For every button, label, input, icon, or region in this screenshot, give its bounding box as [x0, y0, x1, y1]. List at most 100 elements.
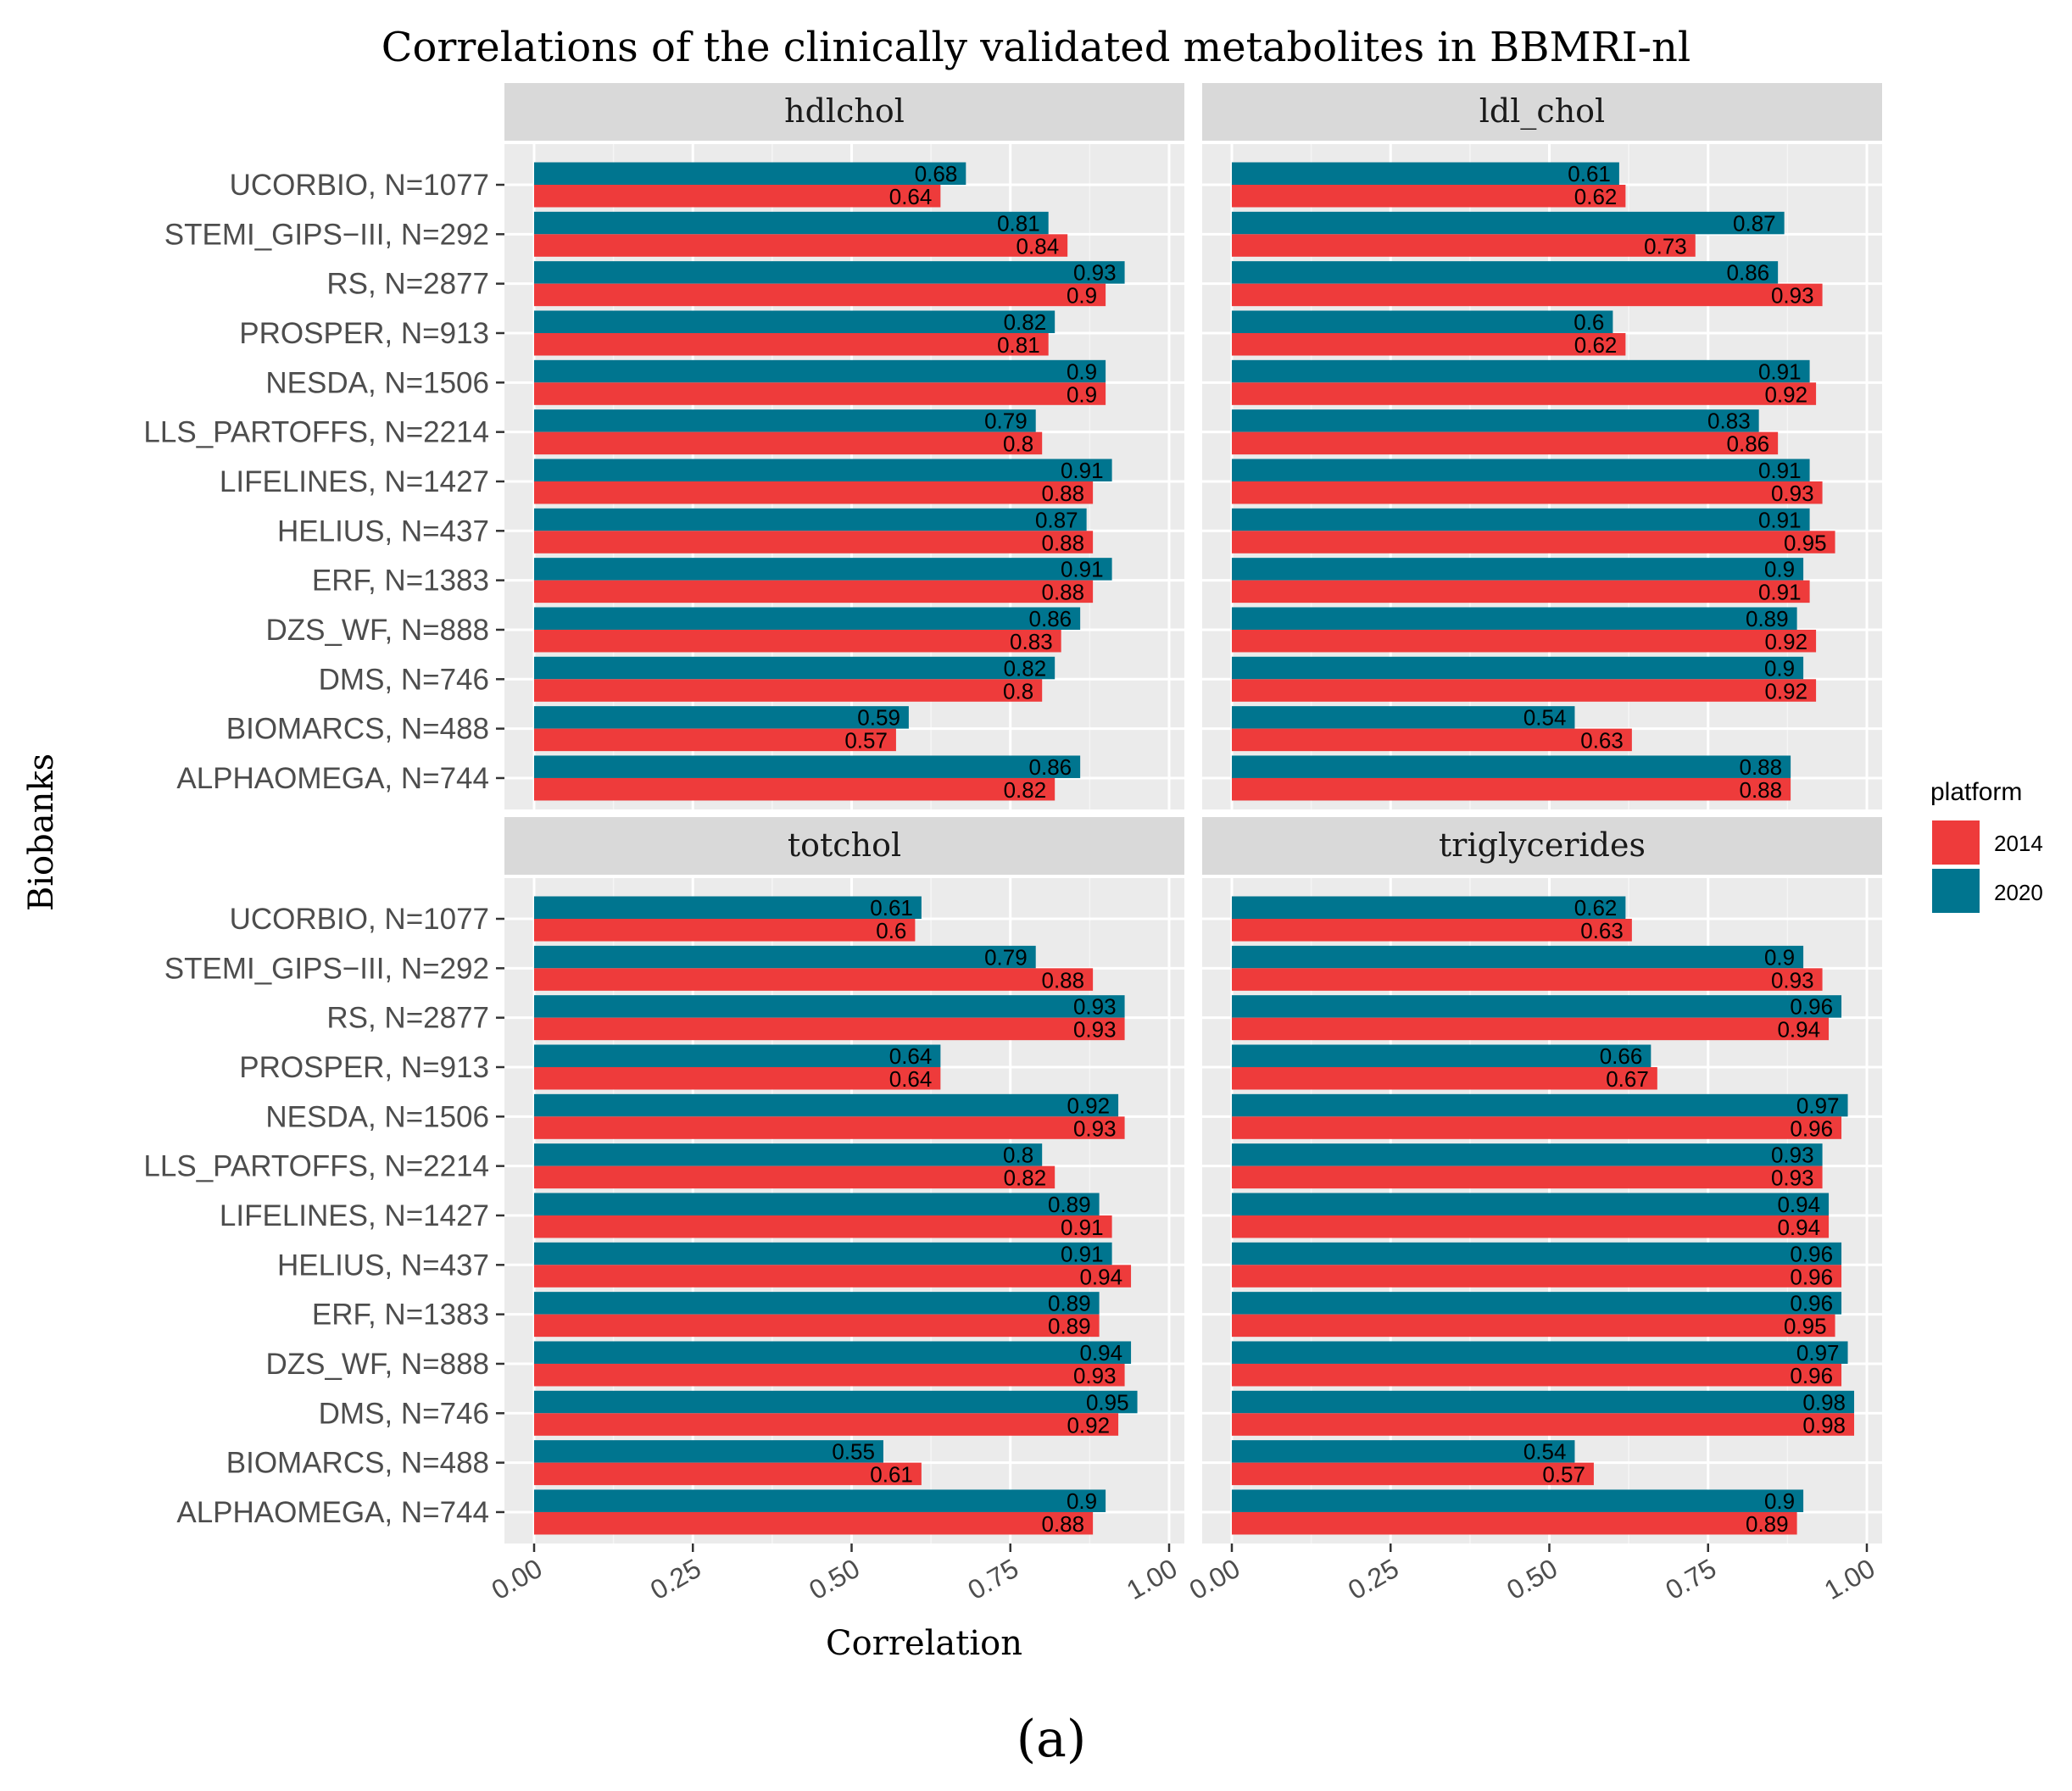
value-label-2020: 0.55 [832, 1439, 875, 1465]
bar-2014 [534, 332, 1049, 356]
bar-2020 [534, 359, 1106, 383]
strip-ldl_chol [1202, 83, 1882, 141]
y-tick-label: HELIUS, N=437 [277, 1249, 489, 1282]
value-label-2020: 0.91 [1061, 1241, 1104, 1266]
value-label-2014: 0.93 [1073, 1017, 1117, 1043]
value-label-2020: 0.94 [1079, 1340, 1122, 1365]
bar-2014 [1232, 332, 1626, 356]
x-tick-label: 0.00 [487, 1553, 548, 1605]
value-label-2014: 0.93 [1771, 481, 1814, 506]
bar-2014 [1232, 1363, 1842, 1387]
bar-2020 [1232, 1143, 1823, 1166]
value-label-2020: 0.96 [1790, 1241, 1833, 1266]
bar-2014 [1232, 1265, 1842, 1288]
x-tick-label: 0.00 [1184, 1553, 1245, 1605]
value-label-2020: 0.6 [1573, 309, 1604, 335]
value-label-2020: 0.91 [1758, 458, 1802, 483]
y-tick-label: DMS, N=746 [319, 663, 489, 696]
x-axis-title: Correlation [826, 1624, 1022, 1663]
y-tick-label: STEMI_GIPS−III, N=292 [164, 218, 489, 251]
value-label-2014: 0.64 [889, 1066, 933, 1092]
bar-2020 [1232, 162, 1619, 185]
value-label-2020: 0.91 [1061, 458, 1104, 483]
value-label-2020: 0.9 [1764, 1488, 1795, 1514]
bar-2020 [1232, 558, 1804, 581]
value-label-2020: 0.83 [1707, 409, 1751, 434]
value-label-2014: 0.94 [1079, 1264, 1122, 1289]
bar-2014 [534, 1413, 1119, 1436]
value-label-2014: 0.98 [1802, 1412, 1846, 1438]
value-label-2020: 0.93 [1771, 1143, 1814, 1168]
value-label-2020: 0.88 [1740, 754, 1783, 780]
value-label-2014: 0.73 [1644, 233, 1687, 259]
bar-2020 [534, 1093, 1119, 1117]
value-label-2014: 0.83 [1010, 629, 1053, 654]
value-label-2020: 0.87 [1733, 210, 1776, 236]
bar-2020 [1232, 1440, 1575, 1463]
value-label-2020: 0.86 [1727, 260, 1770, 286]
y-tick-label: ERF, N=1383 [312, 565, 489, 598]
bar-2020 [1232, 211, 1785, 235]
bar-2014 [1232, 968, 1823, 991]
value-label-2014: 0.88 [1042, 1511, 1085, 1537]
y-tick-label: PROSPER, N=913 [239, 1051, 489, 1084]
bar-2014 [534, 679, 1043, 702]
bar-2014 [534, 234, 1068, 257]
value-label-2014: 0.61 [870, 1462, 913, 1488]
x-tick-label: 0.50 [804, 1553, 865, 1605]
y-tick-label: PROSPER, N=913 [239, 317, 489, 350]
bar-2014 [1232, 234, 1696, 257]
bar-2014 [534, 382, 1106, 405]
y-tick-label: DZS_WF, N=888 [265, 1348, 489, 1381]
value-label-2020: 0.93 [1073, 260, 1117, 286]
bar-2020 [534, 706, 909, 729]
value-label-2020: 0.86 [1029, 754, 1072, 780]
value-label-2020: 0.91 [1061, 557, 1104, 582]
bar-2014 [534, 1314, 1100, 1338]
value-label-2020: 0.8 [1003, 1143, 1033, 1168]
bar-2014 [1232, 1017, 1830, 1041]
bar-2020 [534, 409, 1036, 432]
value-label-2014: 0.93 [1771, 1165, 1814, 1191]
bar-2014 [1232, 580, 1810, 603]
bar-2020 [1232, 656, 1804, 680]
x-tick-label: 0.25 [645, 1553, 706, 1605]
bar-2020 [534, 1193, 1100, 1215]
bar-2020 [534, 162, 966, 185]
value-label-2020: 0.95 [1086, 1389, 1129, 1415]
value-label-2014: 0.89 [1048, 1314, 1091, 1339]
value-label-2014: 0.93 [1073, 1363, 1117, 1388]
y-tick-label: RS, N=2877 [326, 268, 489, 301]
value-label-2020: 0.91 [1758, 359, 1802, 384]
x-tick-label: 1.00 [1819, 1553, 1880, 1605]
value-label-2020: 0.9 [1067, 359, 1097, 384]
x-tick-label: 0.75 [962, 1553, 1023, 1605]
value-label-2020: 0.82 [1004, 655, 1047, 681]
value-label-2020: 0.79 [984, 944, 1028, 970]
bar-2020 [1232, 1093, 1848, 1117]
legend-swatch-2020 [1932, 869, 1980, 913]
value-label-2020: 0.91 [1758, 507, 1802, 532]
value-label-2020: 0.9 [1764, 944, 1795, 970]
value-label-2014: 0.9 [1067, 283, 1097, 309]
bar-2020 [534, 656, 1055, 680]
bar-2020 [1232, 1292, 1842, 1315]
bar-2014 [534, 1462, 922, 1486]
strip-label-ldl_chol: ldl_chol [1479, 92, 1605, 131]
value-label-2014: 0.93 [1073, 1115, 1117, 1141]
bar-2020 [1232, 459, 1810, 481]
value-label-2020: 0.86 [1029, 606, 1072, 631]
y-tick-label: DZS_WF, N=888 [265, 614, 489, 647]
strip-label-triglycerides: triglycerides [1439, 826, 1646, 864]
bar-2020 [534, 1242, 1112, 1265]
y-tick-label: NESDA, N=1506 [265, 1100, 489, 1133]
value-label-2014: 0.94 [1777, 1215, 1820, 1240]
bar-2020 [534, 508, 1087, 531]
value-label-2020: 0.96 [1790, 1291, 1833, 1316]
value-label-2020: 0.89 [1746, 606, 1789, 631]
bar-2020 [1232, 1489, 1804, 1512]
value-label-2020: 0.9 [1764, 557, 1795, 582]
value-label-2020: 0.59 [857, 705, 900, 731]
strip-label-hdlchol: hdlchol [784, 92, 905, 130]
chart-title: Correlations of the clinically validated… [382, 24, 1690, 71]
